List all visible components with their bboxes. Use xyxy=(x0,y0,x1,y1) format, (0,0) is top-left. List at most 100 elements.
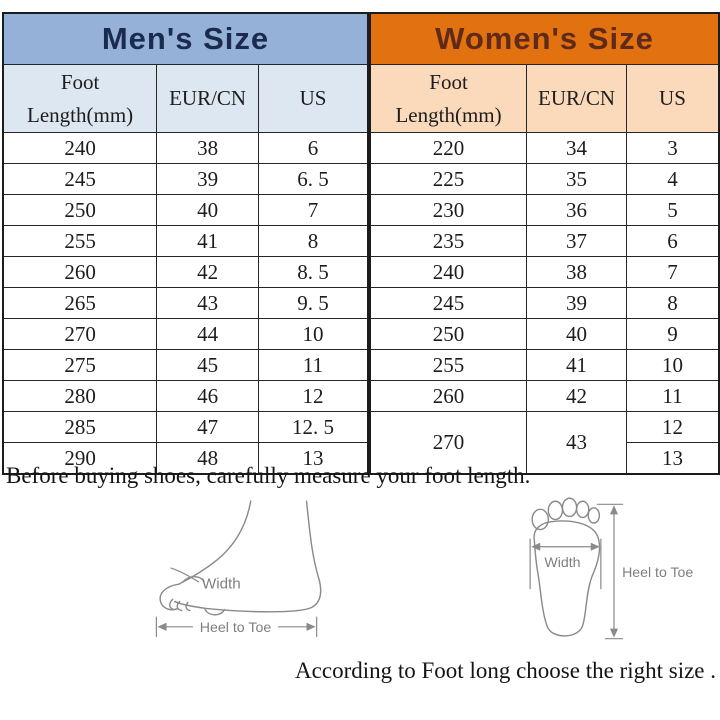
table-row: 260 42 8. 5 xyxy=(2,256,369,288)
table-cell: 43 xyxy=(526,411,627,475)
table-row: 240 38 6 xyxy=(2,132,369,164)
womens-title-row: Women's Size xyxy=(369,12,720,65)
table-cell: 245 xyxy=(369,287,528,319)
table-cell: 38 xyxy=(156,132,260,164)
table-cell: 5 xyxy=(625,194,720,226)
table-row: 270 43 12 xyxy=(369,411,720,475)
table-cell: 13 xyxy=(625,442,720,475)
mens-title-row: Men's Size xyxy=(2,12,369,65)
table-cell: 260 xyxy=(2,256,158,288)
table-row: 230 36 5 xyxy=(369,194,720,226)
table-cell: 42 xyxy=(156,256,260,288)
table-row: 260 42 11 xyxy=(369,380,720,412)
table-cell: 290 xyxy=(2,442,158,475)
table-cell: 3 xyxy=(625,132,720,164)
table-cell: 41 xyxy=(156,225,260,257)
table-cell: 245 xyxy=(2,163,158,195)
table-cell: 36 xyxy=(526,194,627,226)
heel-to-toe-label: Heel to Toe xyxy=(622,564,693,580)
table-cell: 10 xyxy=(258,318,369,350)
womens-size-table: Women's Size Foot Length(mm) EUR/CN US 2… xyxy=(368,12,720,475)
table-cell: 11 xyxy=(258,349,369,381)
table-row: 250 40 7 xyxy=(2,194,369,226)
table-cell: 6. 5 xyxy=(258,163,369,195)
table-cell: 34 xyxy=(526,132,627,164)
womens-size-title: Women's Size xyxy=(369,12,720,65)
womens-column-header-us: US xyxy=(625,64,720,133)
table-cell: 47 xyxy=(156,411,260,443)
table-cell: 255 xyxy=(369,349,528,381)
table-row: 225 35 4 xyxy=(369,163,720,195)
table-cell: 230 xyxy=(369,194,528,226)
mens-size-table: Men's Size Foot Length(mm) EUR/CN US 240… xyxy=(2,12,369,475)
size-advice-text: According to Foot long choose the right … xyxy=(295,658,716,683)
table-cell: 9 xyxy=(625,318,720,350)
table-cell: 12. 5 xyxy=(258,411,369,443)
table-cell: 11 xyxy=(625,380,720,412)
table-row: 250 40 9 xyxy=(369,318,720,350)
table-cell: 6 xyxy=(625,225,720,257)
table-row: 280 46 12 xyxy=(2,380,369,412)
mens-column-header-eur-cn: EUR/CN xyxy=(156,64,260,133)
table-row: 240 38 7 xyxy=(369,256,720,288)
table-cell: 275 xyxy=(2,349,158,381)
table-cell: 240 xyxy=(2,132,158,164)
womens-column-header-eur-cn: EUR/CN xyxy=(526,64,627,133)
mens-column-header-foot-length: Foot Length(mm) xyxy=(2,64,158,133)
table-cell: 255 xyxy=(2,225,158,257)
table-cell: 270 xyxy=(2,318,158,350)
table-row: 220 34 3 xyxy=(369,132,720,164)
table-cell: 9. 5 xyxy=(258,287,369,319)
size-tables: Men's Size Foot Length(mm) EUR/CN US 240… xyxy=(2,12,720,475)
foot-side-view-diagram: Width Heel to Toe xyxy=(146,499,324,641)
table-row: 235 37 6 xyxy=(369,225,720,257)
foot-side-view-drawing: Width Heel to Toe xyxy=(155,500,322,637)
table-row: 270 44 10 xyxy=(2,318,369,350)
table-cell: 250 xyxy=(2,194,158,226)
mens-size-title: Men's Size xyxy=(2,12,369,65)
womens-column-header-row: Foot Length(mm) EUR/CN US xyxy=(369,64,720,133)
table-cell: 220 xyxy=(369,132,528,164)
measure-instruction-text: Before buying shoes, carefully measure y… xyxy=(6,463,531,488)
mens-column-header-row: Foot Length(mm) EUR/CN US xyxy=(2,64,369,133)
table-cell: 42 xyxy=(526,380,627,412)
table-row: 13 xyxy=(370,442,720,475)
table-cell: 260 xyxy=(369,380,528,412)
table-cell: 8 xyxy=(258,225,369,257)
table-cell: 240 xyxy=(369,256,528,288)
heel-to-toe-label: Heel to Toe xyxy=(200,620,272,636)
table-cell: 40 xyxy=(526,318,627,350)
table-cell: 39 xyxy=(156,163,260,195)
table-cell: 40 xyxy=(156,194,260,226)
table-cell: 235 xyxy=(369,225,528,257)
table-row: 255 41 10 xyxy=(369,349,720,381)
footprint-drawing: Width Heel to Toe xyxy=(529,497,693,640)
table-cell: 7 xyxy=(258,194,369,226)
table-cell: 270 xyxy=(369,411,528,475)
table-cell: 35 xyxy=(526,163,627,195)
table-cell: 44 xyxy=(156,318,260,350)
table-cell: 280 xyxy=(2,380,158,412)
width-label: Width xyxy=(202,575,241,592)
table-cell: 45 xyxy=(156,349,260,381)
table-cell: 4 xyxy=(625,163,720,195)
table-row: 265 43 9. 5 xyxy=(2,287,369,319)
table-cell: 41 xyxy=(526,349,627,381)
table-cell: 285 xyxy=(2,411,158,443)
table-cell: 7 xyxy=(625,256,720,288)
table-cell: 250 xyxy=(369,318,528,350)
table-cell: 39 xyxy=(526,287,627,319)
table-cell: 12 xyxy=(625,411,720,443)
table-cell: 37 xyxy=(526,225,627,257)
table-row: 255 41 8 xyxy=(2,225,369,257)
table-row: 245 39 8 xyxy=(369,287,720,319)
table-row: 285 47 12. 5 xyxy=(2,411,369,443)
table-cell: 8. 5 xyxy=(258,256,369,288)
table-cell: 10 xyxy=(625,349,720,381)
table-cell: 265 xyxy=(2,287,158,319)
table-cell: 38 xyxy=(526,256,627,288)
table-cell: 46 xyxy=(156,380,260,412)
footprint-diagram: Width Heel to Toe xyxy=(518,496,710,648)
table-row: 275 45 11 xyxy=(2,349,369,381)
